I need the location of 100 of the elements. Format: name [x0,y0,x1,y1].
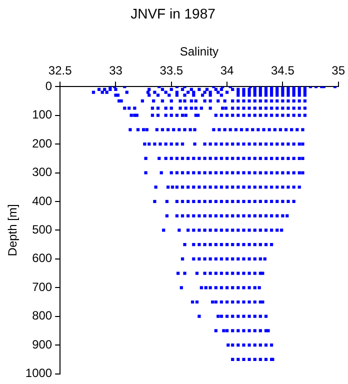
point [303,94,306,97]
point [203,228,206,232]
point [270,243,274,246]
point [220,88,224,92]
point [178,99,182,103]
point [242,329,246,332]
point [258,314,262,318]
point [242,300,246,304]
point [208,171,212,174]
point [100,90,104,94]
point [231,314,234,318]
point [216,99,220,103]
point [286,171,290,174]
y-tick-label: 600 [32,251,52,266]
point [236,106,240,110]
point [203,214,206,218]
point [165,214,168,218]
point [231,214,234,218]
point [276,228,279,232]
point [214,88,218,92]
point [276,214,279,218]
point [246,128,249,132]
point [225,186,229,189]
point [146,90,150,94]
point [298,186,301,189]
point [208,94,212,97]
point [160,99,164,103]
point [236,88,240,92]
point [258,200,262,204]
point [298,99,301,103]
point [155,128,158,132]
point [140,99,144,103]
y-tick-label: 400 [32,194,52,208]
point [248,200,251,204]
point [258,286,261,290]
point [276,94,279,97]
point [214,228,218,232]
point [172,128,176,132]
point [170,88,173,92]
point [214,329,218,332]
point [236,344,240,347]
point [176,272,180,275]
point [156,94,160,97]
point [208,257,212,260]
point [286,186,290,189]
point [231,272,234,275]
point [292,106,296,110]
point [264,344,268,347]
point [298,171,301,174]
point [281,186,284,189]
point [186,186,190,189]
point [164,106,168,110]
point [170,99,173,103]
point [253,300,256,304]
point [248,314,251,318]
point [186,156,190,160]
point [270,186,274,189]
point [242,106,246,110]
point [236,214,240,218]
point [261,272,264,275]
point [214,272,218,275]
point [145,128,148,132]
point [225,329,229,332]
point [203,99,206,103]
point [270,114,274,117]
point [253,114,256,117]
point [200,106,203,110]
point [220,272,224,275]
y-tick-label: 0 [45,78,52,93]
point [220,286,224,290]
point [253,171,256,174]
point [270,228,274,232]
point [292,114,296,117]
x-tick-label: 32.5 [48,64,72,78]
point [203,200,206,204]
point [242,272,246,275]
point [236,114,240,117]
point [270,156,274,160]
point [258,171,262,174]
point [175,142,179,146]
point [236,257,240,260]
point [154,186,158,189]
point [242,243,246,246]
point [266,329,270,332]
point [264,243,268,246]
point [231,142,234,146]
point [180,186,184,189]
point [136,128,140,132]
point [114,88,118,92]
point [270,344,274,347]
point [231,329,234,332]
point [192,228,196,232]
point [208,214,212,218]
point [236,358,240,361]
point [276,99,279,103]
point [264,228,268,232]
point [160,171,163,174]
y-tick-label: 300 [32,165,52,180]
point [281,99,284,103]
point [268,128,271,132]
